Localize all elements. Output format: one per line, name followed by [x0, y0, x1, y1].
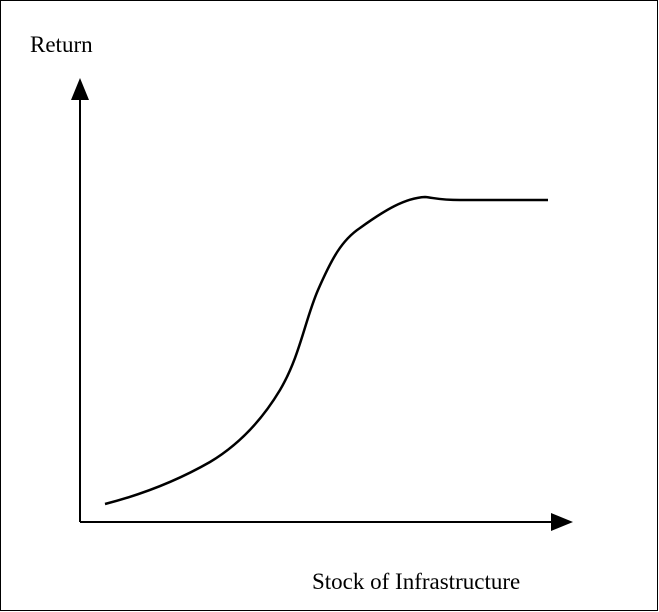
s-curve	[104, 195, 548, 506]
y-axis-arrow	[71, 78, 89, 100]
x-axis-label: Stock of Infrastructure	[312, 569, 520, 594]
y-axis-label: Return	[30, 32, 93, 57]
x-axis-arrow	[551, 513, 573, 531]
